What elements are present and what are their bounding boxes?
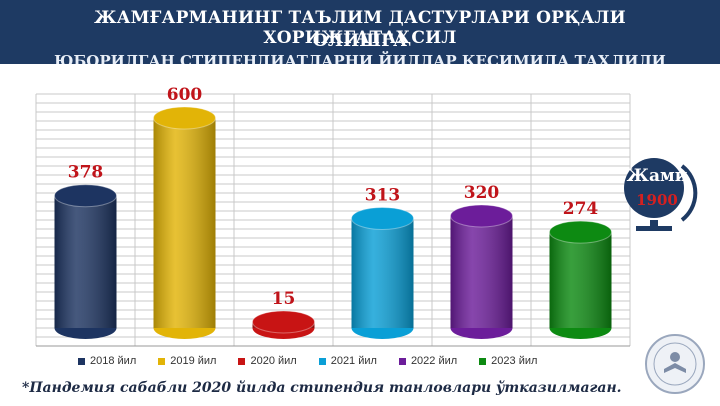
value-label: 600 [167, 85, 203, 105]
bar-shading [549, 232, 612, 328]
bar-2019 [153, 106, 216, 339]
bar-top [351, 206, 414, 230]
bar-2023 [549, 220, 612, 339]
legend-label: 2021 йил [330, 355, 377, 367]
title-line-3: ЮБОРИЛГАН СТИПЕНДИАТЛАРНИ ЙИЛЛАР КЕСИМИД… [54, 52, 666, 64]
legend-swatch [158, 357, 166, 365]
legend-item: 2021 йил [318, 352, 377, 370]
bar-2020 [252, 310, 315, 339]
bar-top [450, 204, 513, 228]
title-banner: ЖАМҒАРМАНИНГ ТАЪЛИМ ДАСТУРЛАРИ ОРҚАЛИ ХО… [0, 0, 720, 64]
chart-value-labels: 378 600 15 313 320 274 [68, 85, 599, 309]
bar-top [153, 106, 216, 130]
total-value: 1900 [636, 191, 678, 209]
bar-top [252, 310, 315, 334]
title-line-2: ОЛИШГА [312, 31, 408, 51]
legend-swatch [238, 357, 246, 365]
total-label: Жами [626, 166, 688, 186]
bar-top [549, 220, 612, 244]
title-line-1: ЖАМҒАРМАНИНГ ТАЪЛИМ ДАСТУРЛАРИ ОРҚАЛИ ХО… [94, 8, 626, 48]
bar-shading [351, 218, 414, 328]
bar-2022 [450, 204, 513, 339]
legend-label: 2023 йил [491, 355, 538, 367]
legend-label: 2022 йил [410, 355, 458, 367]
legend-item: 2018 йил [78, 352, 136, 370]
footnote: *Пандемия сабабли 2020 йилда стипендия т… [22, 380, 622, 396]
legend-swatch [479, 357, 487, 365]
legend-item: 2019 йил [158, 352, 216, 370]
legend-label: 2019 йил [170, 355, 217, 367]
legend-item: 2020 йил [238, 352, 297, 370]
bar-2018 [54, 184, 117, 339]
bar-shading [54, 195, 117, 328]
bar-2021 [351, 206, 414, 339]
globe-icon [624, 158, 698, 231]
value-label: 15 [272, 289, 296, 309]
value-label: 313 [365, 185, 401, 205]
value-label: 378 [68, 163, 104, 183]
chart-grid [35, 93, 631, 347]
legend-swatch [78, 357, 85, 365]
value-label: 320 [464, 183, 500, 203]
value-label: 274 [563, 199, 599, 219]
bar-shading [450, 216, 513, 328]
legend-swatch [318, 357, 326, 365]
legend-item: 2022 йил [398, 352, 458, 370]
legend-swatch [398, 357, 406, 365]
chart-legend: 2018 йил 2019 йил 2020 йил 2021 йил 2022 йил… [78, 352, 598, 370]
bar-shading [153, 118, 216, 328]
legend-item: 2023 йил [479, 352, 537, 370]
chart-bars [54, 106, 612, 339]
legend-label: 2018 йил [90, 355, 137, 367]
bar-top [54, 184, 117, 208]
foundation-seal-icon [645, 334, 705, 394]
legend-label: 2020 йил [250, 355, 297, 367]
